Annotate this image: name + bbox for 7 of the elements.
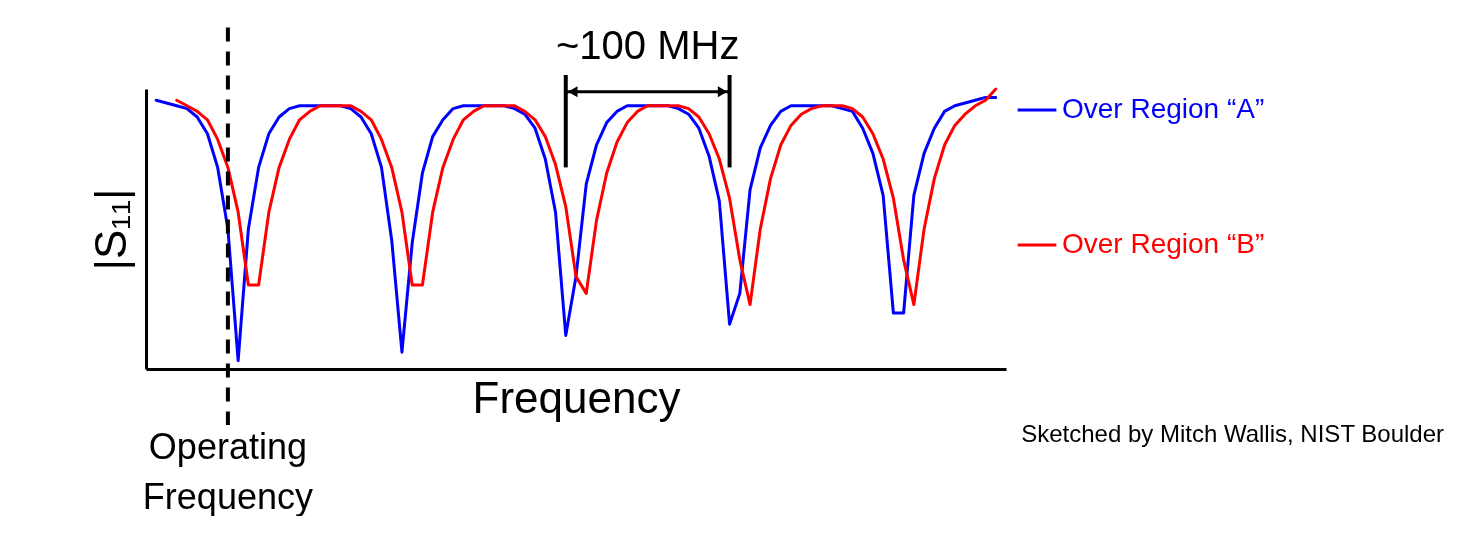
text: Sketched by Mitch Wallis, NIST Boulder [1021, 420, 1444, 448]
y-axis-title: |S₁₁| [85, 188, 135, 271]
legend-label: Over Region “B” [1062, 228, 1265, 259]
text: Operating Frequency [142, 425, 313, 517]
x-axis-title: Frequency [472, 372, 681, 422]
text: ~100 MHz [555, 22, 740, 67]
legend-label: Over Region “A” [1062, 93, 1265, 124]
